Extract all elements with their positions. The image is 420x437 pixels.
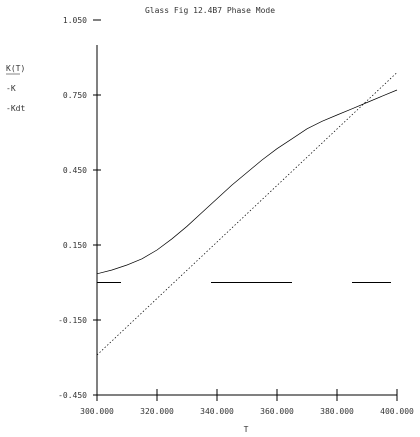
y-axis-ticks: 1.050 0.750 0.450 0.150 -0.150 -0.450	[58, 16, 101, 400]
x-tick-label: 380.000	[320, 407, 354, 416]
legend-entry-k: -K	[6, 84, 16, 93]
series-line-kdt	[96, 72, 398, 356]
x-tick-label: 320.000	[140, 407, 174, 416]
y-tick-label: -0.450	[58, 391, 87, 400]
y-tick-label: 1.050	[63, 16, 87, 25]
y-tick-label: 0.150	[63, 241, 87, 250]
legend-entry-kdt: -Kdt	[6, 104, 25, 113]
x-axis-ticks: 300.000 320.000 340.000 360.000 380.000 400.0…	[80, 389, 414, 416]
x-tick-label: 340.000	[200, 407, 234, 416]
series-line-k	[96, 89, 398, 275]
y-tick-label: 0.750	[63, 91, 87, 100]
y-tick-label: -0.150	[58, 316, 87, 325]
x-tick-label: 400.000	[380, 407, 414, 416]
legend-header: K(T)	[6, 64, 25, 73]
x-tick-label: 360.000	[260, 407, 294, 416]
y-tick-label: 0.450	[63, 166, 87, 175]
chart-title: Glass Fig 12.4B7 Phase Mode	[145, 6, 275, 15]
x-tick-label: 300.000	[80, 407, 114, 416]
series-lines	[96, 72, 398, 356]
x-axis-label: T	[244, 425, 249, 434]
